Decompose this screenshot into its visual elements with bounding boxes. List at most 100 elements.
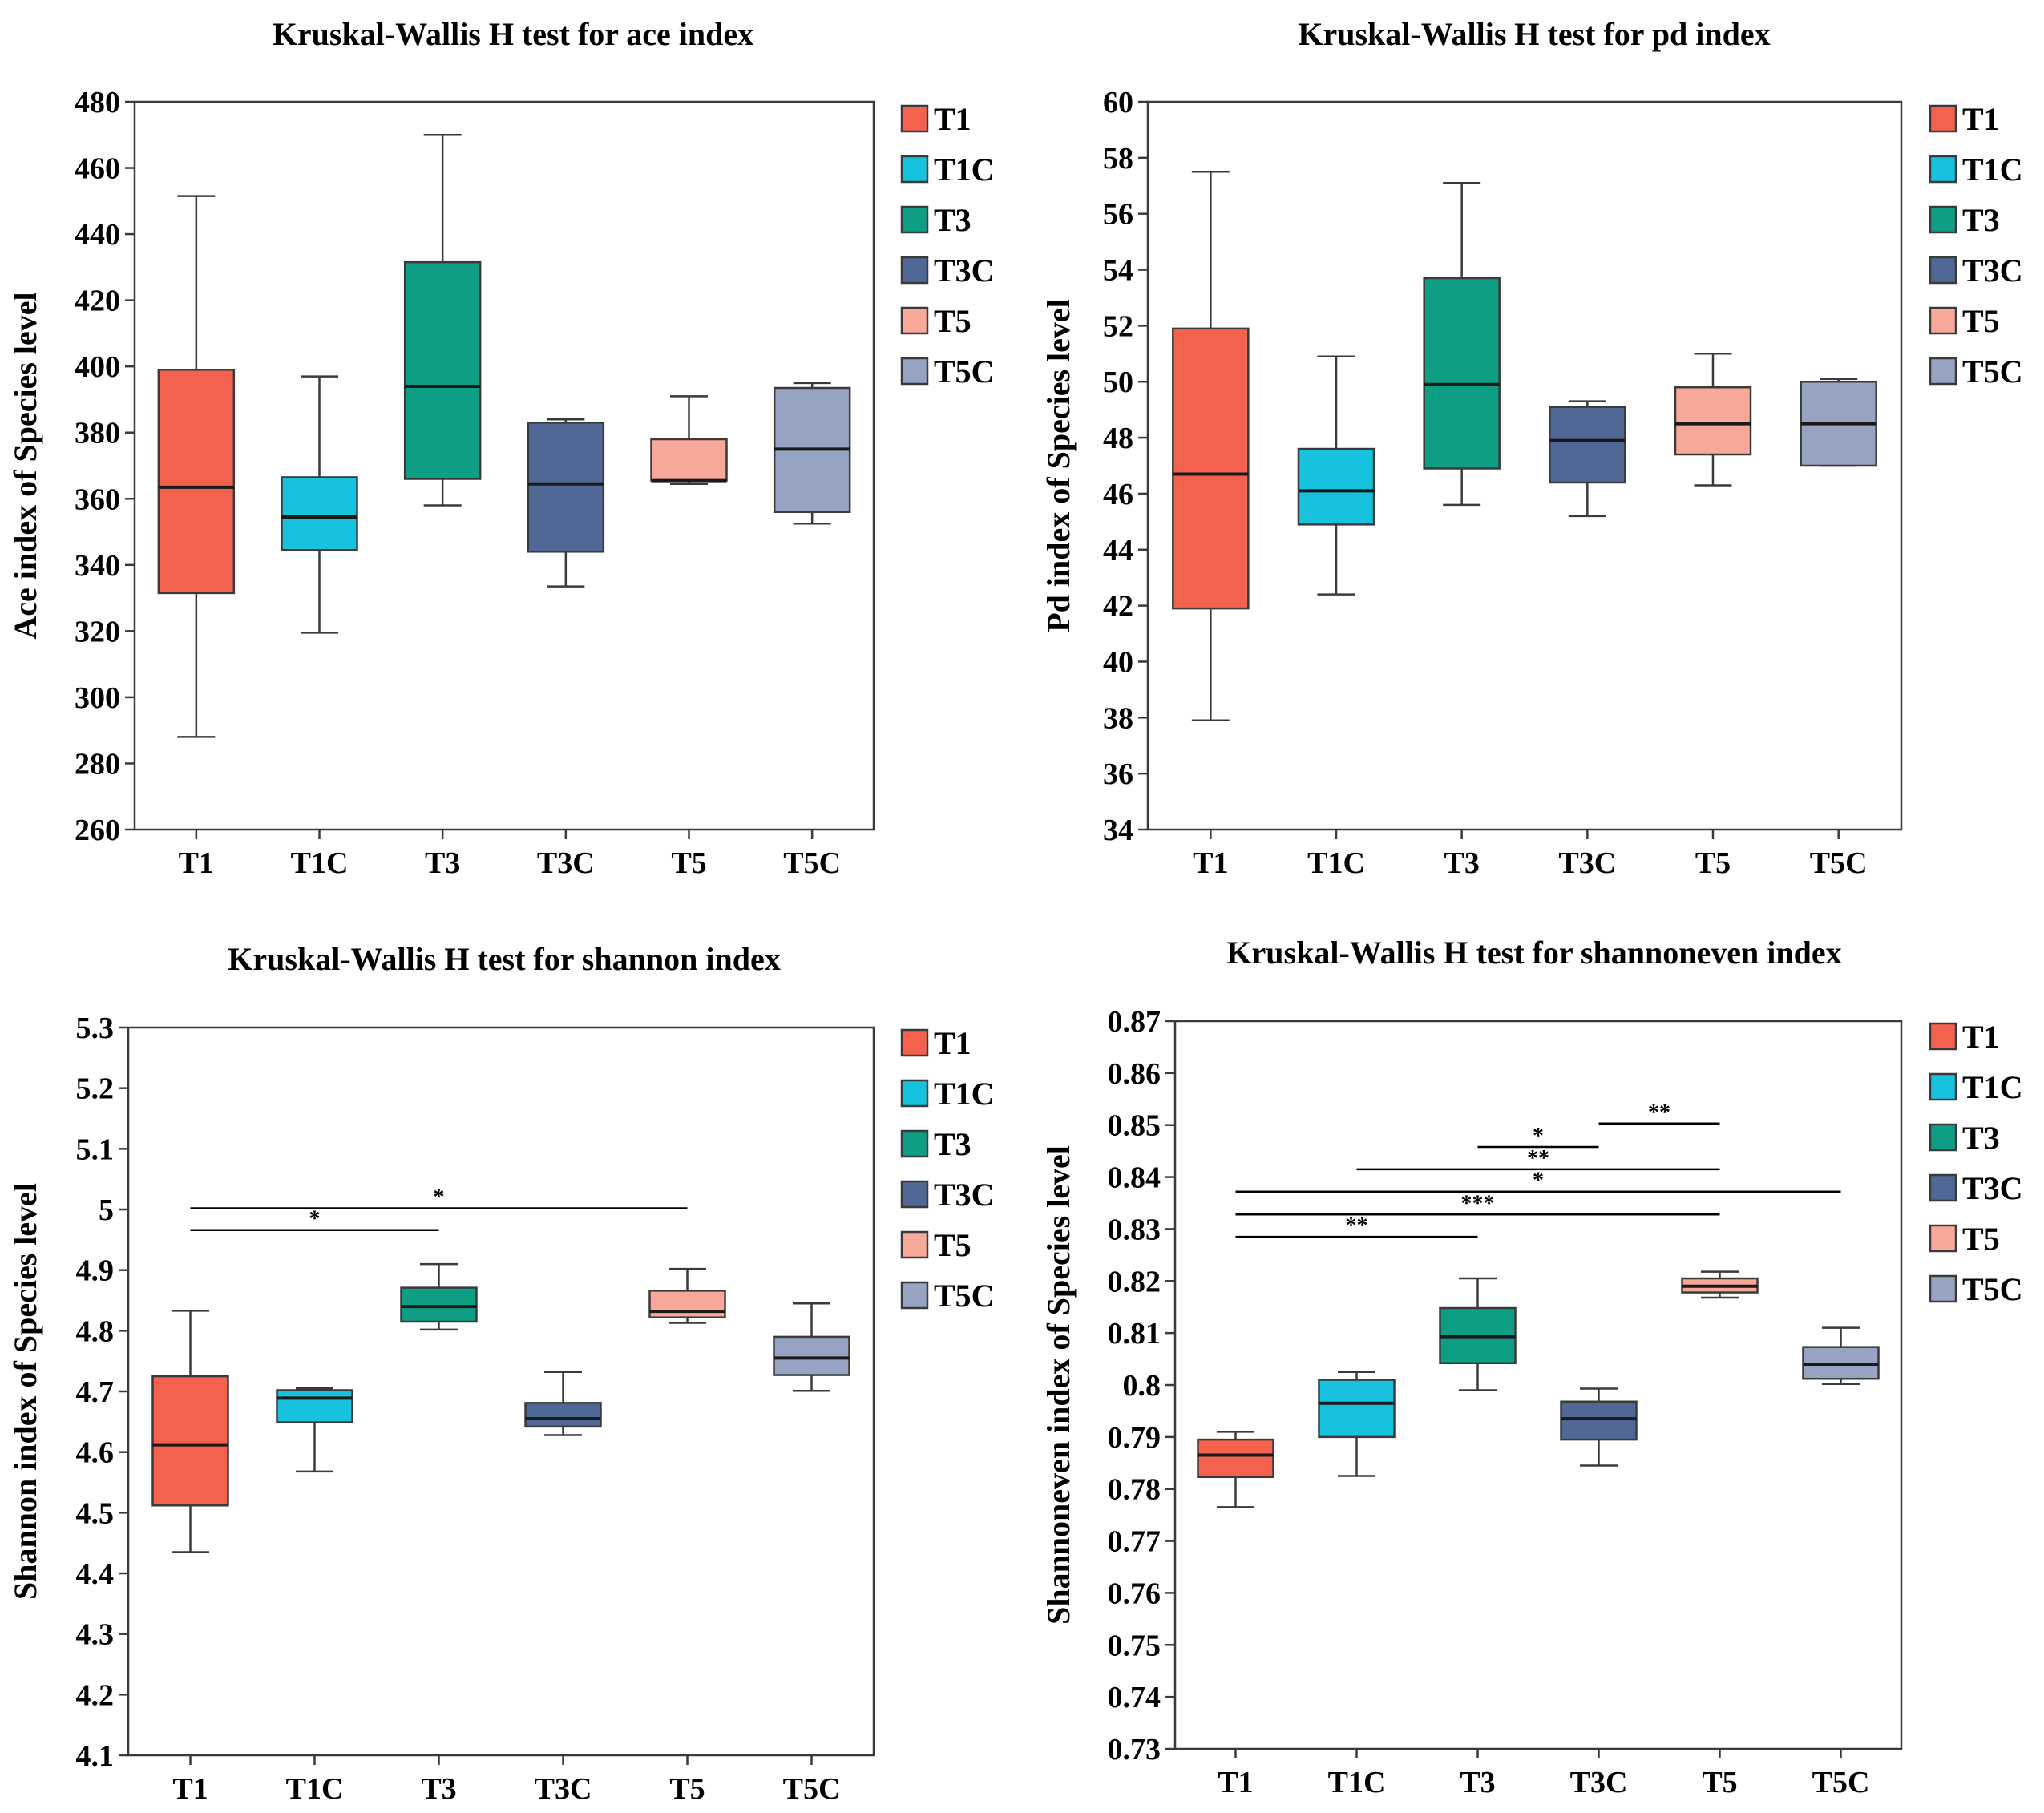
y-tick-label: 40 [1103,645,1133,679]
legend-label: T3 [1962,1120,2000,1156]
legend-item-t5c: T5C [1929,353,2023,390]
y-tick-label: 42 [1103,590,1133,624]
box-iqr [648,1290,726,1318]
y-tick-label: 36 [1103,757,1133,791]
y-tick-label: 0.75 [1108,1629,1161,1662]
y-tick-label: 56 [1103,198,1133,232]
y-tick-label: 0.74 [1108,1681,1161,1714]
y-tick-label: 360 [75,483,120,516]
y-axis-label: Shannoneven index of Species level [1040,1145,1077,1625]
box-t3c [524,1371,602,1436]
legend-item-t3: T3 [900,1126,972,1162]
legend-swatch [1929,357,1957,386]
legend-item-t1: T1 [900,1025,972,1061]
box-t5 [650,395,728,485]
legend-item-t5: T5 [1929,1221,2000,1257]
x-tick-label-t5c: T5C [1812,1766,1870,1799]
y-tick-label: 0.78 [1108,1473,1161,1507]
y-tick-label: 440 [75,218,120,252]
plot-frame [1146,100,1903,831]
x-tick-label-t5: T5 [1702,1766,1737,1799]
legend-swatch [900,357,929,386]
legend-label: T1C [934,151,995,188]
box-t5c [773,382,851,525]
legend-item-t1: T1 [1929,101,2000,137]
legend-swatch [1929,205,1957,234]
box-iqr [1172,327,1250,610]
legend-label: T5 [1962,1221,2000,1257]
legend-label: T5 [1962,303,2000,339]
y-tick-label: 4.9 [76,1254,115,1288]
y-tick-label: 5 [99,1193,114,1227]
legend-item-t5c: T5C [900,1278,995,1314]
legend-label: T3 [934,202,972,238]
y-tick-label: 0.86 [1108,1057,1161,1091]
x-tick-label-t3: T3 [1460,1766,1495,1799]
legend-item-t1: T1 [1929,1019,2000,1055]
legend-item-t3c: T3C [1929,252,2023,289]
legend-swatch [900,1180,929,1209]
legend-item-t5c: T5C [900,353,995,390]
box-t5 [1681,1270,1759,1299]
x-tick-label-t3c: T3C [535,1772,592,1806]
legend-label: T3C [934,1177,995,1213]
significance-label: ** [1346,1213,1368,1238]
legend-item-t3: T3 [1929,202,2000,238]
x-tick-label-t1: T1 [1218,1766,1253,1799]
legend-label: T1 [934,101,972,137]
y-tick-label: 5.2 [76,1072,115,1106]
chart-title: Kruskal-Wallis H test for ace index [273,16,753,52]
y-tick-label: 50 [1103,365,1133,399]
y-tick-label: 480 [75,86,120,119]
box-iqr [281,476,358,551]
y-tick-label: 46 [1103,478,1133,511]
box-t5 [648,1267,726,1324]
box-t3 [400,1262,478,1331]
box-iqr [773,1335,850,1376]
legend-swatch [900,1079,929,1108]
x-tick-label-t1: T1 [179,846,214,880]
box-t5c [1802,1326,1880,1385]
significance-label: *** [1461,1191,1495,1216]
legend-swatch [900,155,929,184]
legend-label: T3C [1962,252,2023,289]
y-tick-label: 0.73 [1108,1733,1161,1767]
box-t1 [1197,1431,1274,1508]
box-iqr [1197,1438,1274,1479]
legend-swatch [1929,1173,1957,1202]
box-t1 [1172,171,1250,722]
x-tick-label-t3c: T3C [1558,846,1616,880]
y-tick-label: 380 [75,417,120,450]
x-tick-label-t3: T3 [425,846,460,880]
box-t3 [1439,1277,1517,1391]
box-iqr [403,260,482,480]
box-iqr [151,1375,229,1507]
x-tick-label-t1c: T1C [286,1772,344,1806]
legend-item-t5: T5 [900,303,972,339]
plot-frame [133,100,875,831]
legend-swatch [1929,1123,1957,1152]
significance-label: * [309,1207,321,1232]
legend-item-t3c: T3C [900,1177,995,1213]
legend-swatch [900,1281,929,1310]
y-tick-label: 52 [1103,309,1133,343]
box-t3 [403,134,482,507]
y-tick-label: 0.8 [1123,1369,1161,1403]
y-tick-label: 0.81 [1108,1317,1161,1351]
y-tick-label: 54 [1103,254,1133,288]
y-tick-label: 5.1 [76,1133,115,1166]
legend-label: T5 [934,1227,972,1263]
legend-item-t3: T3 [1929,1120,2000,1156]
box-iqr [524,1402,602,1428]
y-tick-label: 400 [75,350,120,384]
x-tick-label-t1c: T1C [291,846,349,880]
y-tick-label: 300 [75,681,120,715]
legend-label: T5C [1962,353,2023,390]
legend-swatch [900,1129,929,1158]
y-tick-label: 48 [1103,422,1133,455]
legend-swatch [1929,104,1957,133]
box-iqr [1549,406,1626,484]
y-axis-label: Ace index of Species level [7,292,43,639]
box-t1c [1318,1371,1396,1477]
box-t5c [773,1302,850,1392]
